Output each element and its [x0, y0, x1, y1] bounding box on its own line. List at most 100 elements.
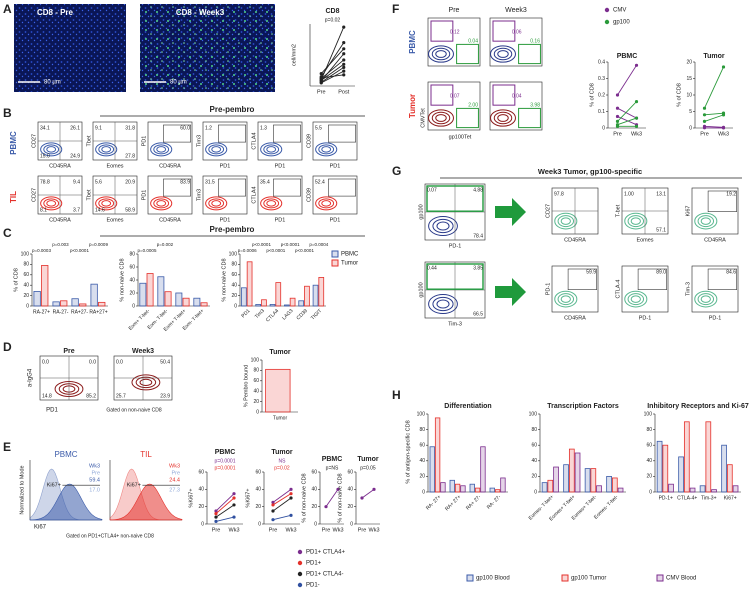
point	[342, 47, 346, 51]
point	[232, 492, 236, 496]
legend-label: PD1+ CTLA4-	[306, 572, 344, 578]
point	[271, 518, 275, 522]
bar	[175, 292, 183, 307]
y-tick-label: 40	[347, 487, 353, 493]
y-axis-label: Tim3	[196, 189, 202, 201]
contour	[153, 198, 170, 209]
point	[372, 487, 376, 491]
legend-label: PD1+ CTLA4+	[306, 550, 346, 556]
gate	[328, 124, 356, 143]
gate-percentage: 0.04	[468, 38, 478, 44]
x-axis-label: PD1	[275, 217, 286, 223]
p-value: p=0.02	[325, 17, 341, 23]
p-value: p=NS	[326, 465, 339, 471]
gate-percentage: 83.9	[180, 179, 190, 185]
gate-percentage: 0.12	[450, 30, 460, 36]
bar	[33, 291, 41, 307]
p-value: p=0.003	[52, 242, 69, 247]
contour	[560, 295, 571, 303]
gate	[273, 178, 301, 197]
y-tick-label: 20	[23, 293, 29, 299]
contour	[321, 200, 332, 207]
contour	[40, 196, 63, 211]
point	[702, 113, 707, 117]
p-value: p<0.0001	[252, 242, 271, 247]
gate-percentage: 0.16	[530, 38, 540, 44]
series-line	[320, 59, 345, 79]
p-value: p=0.0006	[238, 248, 257, 253]
bar	[454, 483, 461, 493]
gate-percentage: 59.9	[586, 269, 596, 275]
gate-percentage: 57.1	[656, 227, 666, 233]
y-tick-label: 0.1	[598, 109, 605, 115]
contour	[318, 144, 335, 155]
x-tick-label: Wk3	[369, 527, 380, 533]
p-value: p=0.0001	[215, 458, 236, 464]
bar	[500, 477, 506, 493]
contour	[150, 142, 173, 157]
p-value: p=0.0004	[309, 242, 328, 247]
gate-percentage: 25.7	[116, 393, 126, 399]
contour	[697, 215, 715, 228]
gate	[518, 107, 541, 129]
contour	[139, 378, 153, 387]
legend-marker	[297, 571, 303, 577]
bar	[246, 261, 253, 307]
y-tick-label: 20	[419, 474, 425, 480]
y-axis-label: cell/mm2	[291, 44, 297, 66]
bar	[480, 446, 486, 493]
series-line	[704, 114, 724, 122]
chart-title: Tumor	[271, 449, 293, 456]
x-axis-label: PD-1	[449, 243, 462, 249]
x-axis-label: CD45RA	[49, 163, 71, 169]
gate-percentage: 0.0	[89, 359, 96, 365]
series-line	[617, 107, 637, 119]
point	[232, 496, 236, 500]
gate-percentage: 1.3	[260, 125, 267, 131]
series-line	[617, 65, 637, 96]
y-tick-label: 60	[419, 443, 425, 449]
x-tick-label: Pre	[212, 527, 221, 533]
contour	[318, 198, 335, 209]
x-tick-label: CTLA-4+	[677, 495, 697, 501]
gate-percentage: 31.8	[125, 125, 135, 131]
y-axis-label: % non-naive CD8	[221, 258, 227, 301]
gate-percentage: 17.0	[89, 488, 100, 494]
contour	[435, 114, 447, 122]
bar	[318, 276, 325, 307]
bar	[98, 301, 106, 307]
x-axis-label: PD-1	[639, 315, 652, 321]
flow-plot	[489, 81, 543, 131]
point	[214, 519, 218, 524]
y-axis-label: % of non-naive CD8	[337, 473, 343, 522]
gate	[492, 20, 516, 42]
p-value: p<0.0001	[295, 248, 314, 253]
y-tick-label: 20	[253, 399, 259, 405]
x-tick-label: Tumor	[273, 415, 288, 421]
legend-marker	[604, 19, 610, 25]
contour	[46, 200, 57, 207]
contour	[428, 215, 458, 237]
contour	[432, 296, 454, 312]
y-axis-label: a-IgG4	[28, 368, 34, 387]
contour	[211, 200, 222, 207]
gate-percentage: 1.00	[624, 191, 634, 197]
gate	[707, 190, 737, 213]
chart-title: Tumor	[703, 53, 725, 60]
gate-percentage: 0.07	[450, 94, 460, 100]
point	[615, 114, 620, 119]
contour	[263, 198, 280, 209]
series-line	[704, 125, 724, 128]
flow-plot	[312, 121, 358, 161]
x-tick-label: Pre	[322, 527, 331, 533]
contour	[263, 144, 280, 155]
gate-percentage: 0.04	[512, 94, 522, 100]
x-tick-label: Post	[338, 89, 349, 95]
gate-percentage: 3.7	[73, 207, 80, 213]
x-tick-label: Wk3	[333, 527, 344, 533]
bar	[668, 483, 674, 493]
gate-percentage: 15.0	[40, 153, 50, 159]
x-tick-label: Pre	[358, 527, 367, 533]
y-axis-label: % of CD8	[589, 83, 595, 107]
bar	[699, 485, 706, 493]
